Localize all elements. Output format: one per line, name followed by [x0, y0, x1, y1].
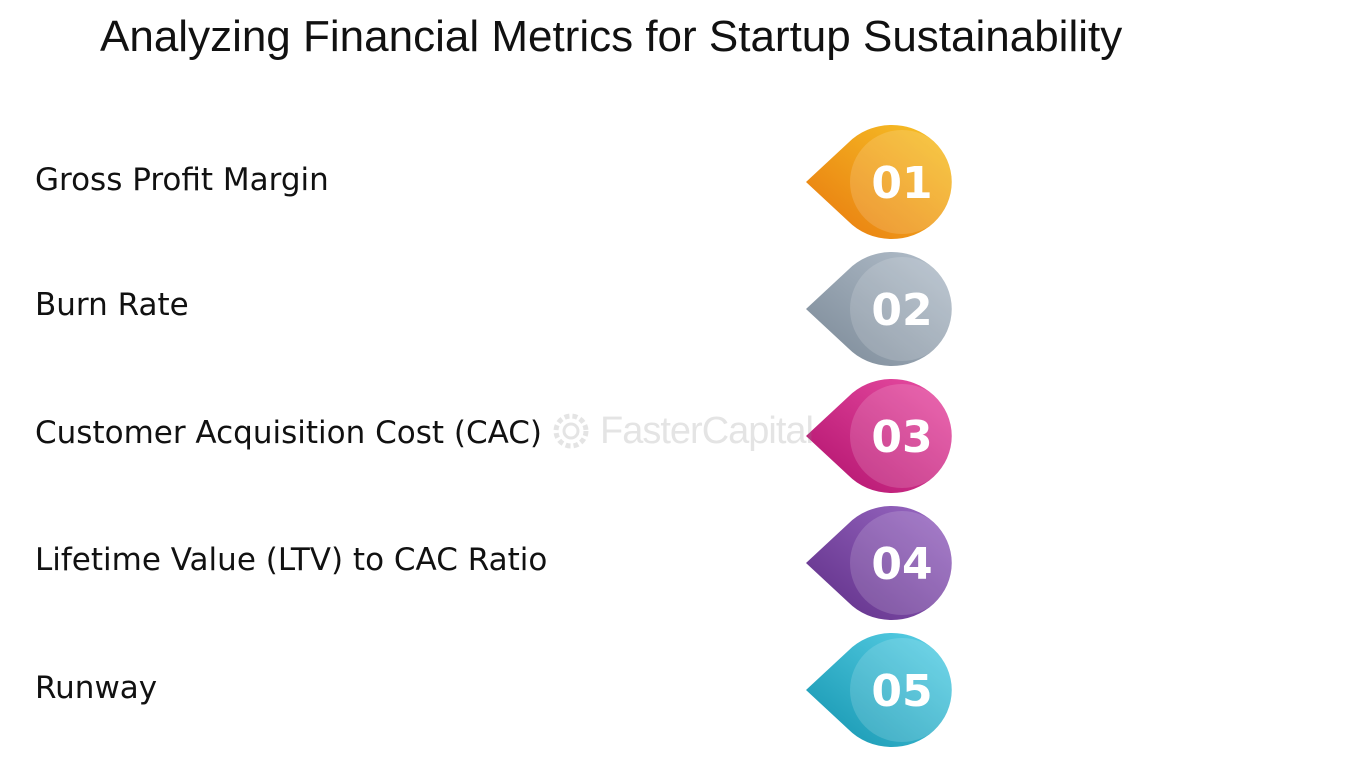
badge-highlight [850, 638, 954, 742]
badge-highlight [850, 130, 954, 234]
metric-label-1: Gross Profit Margin [35, 162, 329, 198]
number-badge-4: 04 [804, 504, 974, 622]
badge-number: 03 [871, 412, 932, 463]
watermark: FasterCapital [548, 408, 814, 454]
badge-highlight [850, 511, 954, 615]
badge-shape [806, 506, 952, 620]
number-badge-2: 02 [804, 250, 974, 368]
badge-number: 01 [871, 158, 932, 209]
badge-number: 04 [871, 539, 932, 590]
number-badge-5: 05 [804, 631, 974, 749]
badge-highlight [850, 257, 954, 361]
badge-number: 02 [871, 285, 932, 336]
page-title: Analyzing Financial Metrics for Startup … [100, 12, 1123, 61]
watermark-text: FasterCapital [600, 409, 814, 452]
metric-label-3: Customer Acquisition Cost (CAC) [35, 415, 542, 451]
badge-highlight [850, 384, 954, 488]
metric-label-2: Burn Rate [35, 287, 189, 323]
badge-shape [806, 633, 952, 747]
badge-number: 05 [871, 666, 932, 717]
number-badge-1: 01 [804, 123, 974, 241]
number-badge-3: 03 [804, 377, 974, 495]
badge-shape [806, 379, 952, 493]
badge-shape [806, 125, 952, 239]
metric-label-4: Lifetime Value (LTV) to CAC Ratio [35, 542, 548, 578]
badge-shape [806, 252, 952, 366]
metric-label-5: Runway [35, 670, 158, 706]
gear-logo-icon [553, 413, 589, 449]
